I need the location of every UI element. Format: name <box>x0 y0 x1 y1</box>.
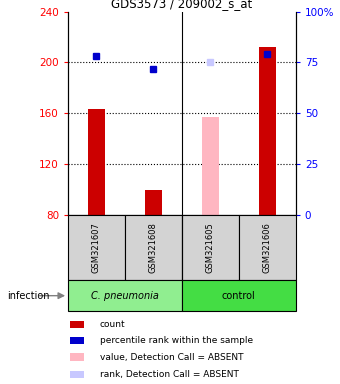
Text: control: control <box>222 291 256 301</box>
Text: value, Detection Call = ABSENT: value, Detection Call = ABSENT <box>100 353 243 361</box>
Bar <box>202 117 219 215</box>
Bar <box>182 215 239 280</box>
Bar <box>68 215 125 280</box>
Bar <box>145 190 162 215</box>
Bar <box>88 109 105 215</box>
Text: percentile rank within the sample: percentile rank within the sample <box>100 336 253 345</box>
Text: C. pneumonia: C. pneumonia <box>91 291 159 301</box>
Bar <box>125 215 182 280</box>
Bar <box>68 280 182 311</box>
Text: count: count <box>100 319 125 329</box>
Text: GSM321607: GSM321607 <box>92 222 101 273</box>
Text: infection: infection <box>7 291 49 301</box>
Bar <box>239 215 296 280</box>
Title: GDS3573 / 209002_s_at: GDS3573 / 209002_s_at <box>111 0 253 10</box>
Bar <box>259 47 276 215</box>
Bar <box>70 336 84 344</box>
Bar <box>70 371 84 378</box>
Bar <box>70 353 84 361</box>
Text: GSM321606: GSM321606 <box>263 222 272 273</box>
Text: GSM321605: GSM321605 <box>206 222 215 273</box>
Text: GSM321608: GSM321608 <box>149 222 158 273</box>
Bar <box>182 280 296 311</box>
Bar <box>70 321 84 328</box>
Text: rank, Detection Call = ABSENT: rank, Detection Call = ABSENT <box>100 370 239 379</box>
